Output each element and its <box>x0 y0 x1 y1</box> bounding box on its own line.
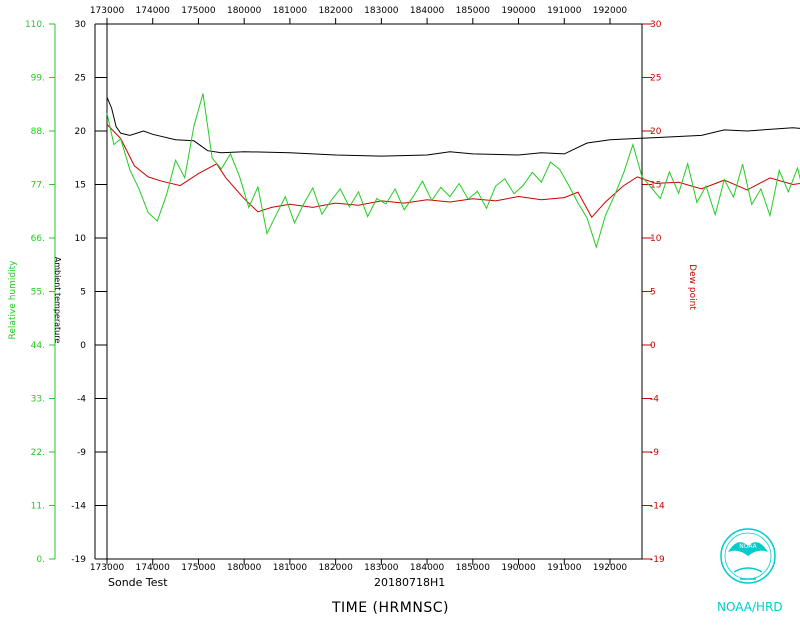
x-top-tick-label: 174000 <box>136 6 171 16</box>
rh-tick-label: 0. <box>36 555 45 565</box>
x-top-tick-label: 173000 <box>90 6 125 16</box>
rh-tick-label: 44. <box>31 341 45 351</box>
x-top-tick-label: 192000 <box>593 6 628 16</box>
temp-tick-label: 25 <box>75 74 86 84</box>
x-bottom-tick-label: 183000 <box>364 563 399 573</box>
temp-tick-label: -14 <box>71 502 86 512</box>
flight-id-label: 20180718H1 <box>374 576 445 589</box>
rh-tick-label: 22. <box>31 448 45 458</box>
x-top-tick-label: 180000 <box>227 6 262 16</box>
dew-tick-label: 25 <box>650 74 661 84</box>
x-bottom-tick-label: 175000 <box>181 563 216 573</box>
temp-tick-label: -9 <box>77 448 86 458</box>
dew-tick-label: 5 <box>650 288 656 298</box>
x-axis-top: 173000 174000 175000 180000 181000 182000 1830… <box>90 6 628 24</box>
x-top-tick-label: 181000 <box>273 6 308 16</box>
plot-frame <box>106 23 643 560</box>
x-top-tick-label: 183000 <box>364 6 399 16</box>
noaa-hrd-label: NOAA/HRD <box>717 600 783 614</box>
rh-tick-label: 110. <box>25 20 45 30</box>
dew-axis-title: Dew point <box>687 264 697 310</box>
temp-tick-label: 10 <box>75 234 87 244</box>
x-top-tick-label: 184000 <box>410 6 445 16</box>
x-top-tick-label: 190000 <box>501 6 536 16</box>
dew-tick-label: -19 <box>650 555 665 565</box>
dew-tick-label: 0 <box>650 341 656 351</box>
dew-tick-label: 15 <box>650 181 661 191</box>
dew-tick-label: 30 <box>650 20 662 30</box>
dew-tick-label: 20 <box>650 127 662 137</box>
dew-tick-label: -9 <box>650 448 659 458</box>
rh-tick-label: 55. <box>31 288 45 298</box>
temp-tick-label: -19 <box>71 555 86 565</box>
x-bottom-tick-label: 190000 <box>501 563 536 573</box>
x-bottom-tick-label: 184000 <box>410 563 445 573</box>
rh-tick-label: 11. <box>31 502 45 512</box>
rh-tick-label: 88. <box>31 127 45 137</box>
x-axis-title: TIME (HRMNSC) <box>331 600 449 616</box>
x-bottom-tick-label: 181000 <box>273 563 308 573</box>
temp-tick-label: 5 <box>80 288 86 298</box>
x-bottom-tick-label: 191000 <box>547 563 582 573</box>
rh-tick-label: 99. <box>31 74 45 84</box>
dew-tick-label: 10 <box>650 234 662 244</box>
temp-tick-label: 20 <box>75 127 87 137</box>
x-top-tick-label: 191000 <box>547 6 582 16</box>
x-bottom-tick-label: 182000 <box>318 563 353 573</box>
left-axes: 110. 30 99. 25 88. 20 77. 15 66. 10 55. 5 44. 0 33. -4 2… <box>25 20 107 565</box>
x-bottom-tick-label: 173000 <box>90 563 125 573</box>
svg-text:NOAA: NOAA <box>739 543 757 550</box>
x-bottom-tick-label: 192000 <box>593 563 628 573</box>
rh-tick-label: 33. <box>31 395 45 405</box>
x-bottom-tick-label: 174000 <box>136 563 171 573</box>
x-bottom-tick-label: 185000 <box>456 563 491 573</box>
temp-series-line <box>106 97 800 157</box>
temp-tick-label: 30 <box>75 20 87 30</box>
noaa-logo: NOAA <box>720 528 776 584</box>
temp-tick-label: 15 <box>75 181 86 191</box>
temp-tick-label: 0 <box>80 341 86 351</box>
x-top-tick-label: 185000 <box>456 6 491 16</box>
right-axis: 30 25 20 15 10 5 0 -4 -9 -14 -19 <box>642 20 665 565</box>
x-top-tick-label: 175000 <box>181 6 216 16</box>
x-axis-bottom: 173000 174000 175000 180000 181000 182000 1830… <box>90 559 628 573</box>
x-top-tick-label: 182000 <box>318 6 353 16</box>
rh-axis-title: Relative humidity <box>8 260 18 340</box>
temp-tick-label: -4 <box>77 395 86 405</box>
dew-series-line <box>106 124 800 219</box>
dew-tick-label: -4 <box>650 395 659 405</box>
sonde-test-label: Sonde Test <box>108 576 168 589</box>
series-layer <box>106 93 800 249</box>
x-bottom-tick-label: 180000 <box>227 563 262 573</box>
dew-tick-label: -14 <box>650 502 665 512</box>
rh-tick-label: 77. <box>31 181 45 191</box>
rh-tick-label: 66. <box>31 234 45 244</box>
temp-axis-title: Ambient temperature <box>53 257 62 344</box>
rh-series-line <box>106 93 800 249</box>
